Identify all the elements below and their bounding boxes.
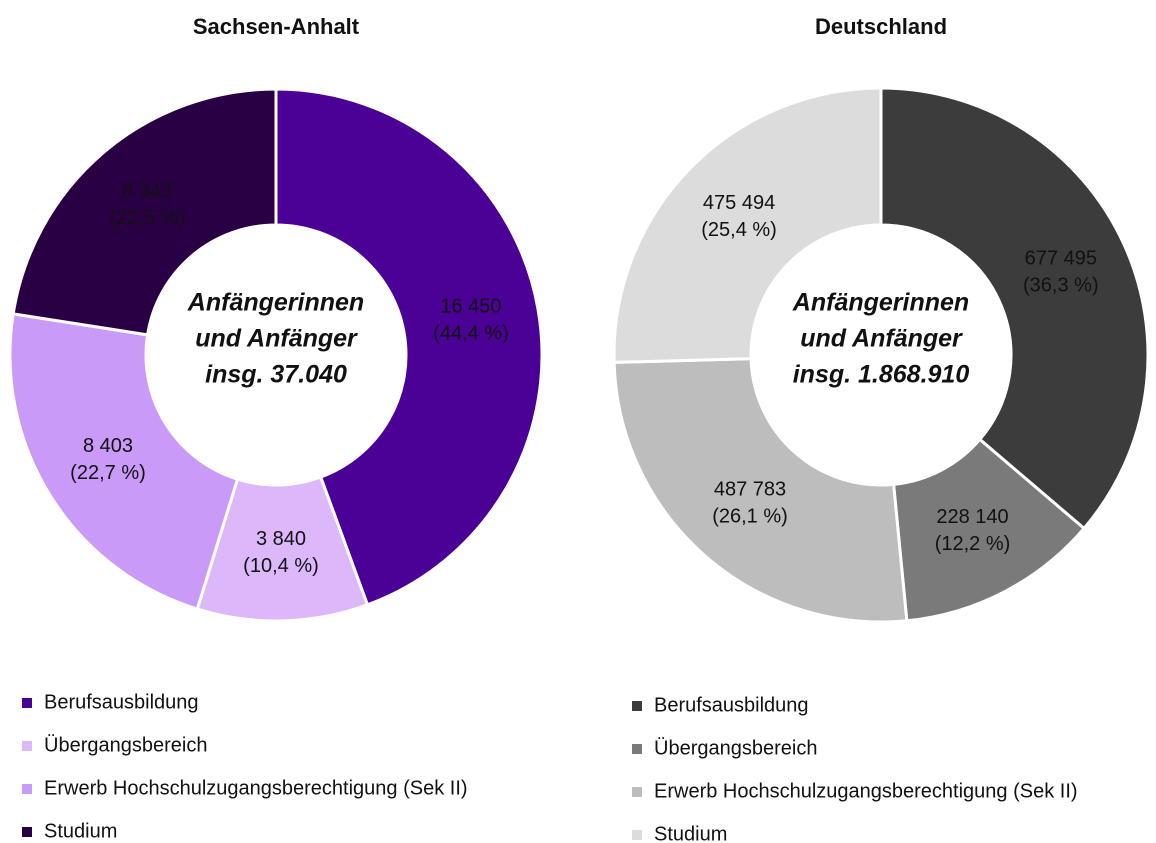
value-label: 487 783 — [714, 479, 786, 501]
donut-segment — [274, 87, 544, 607]
percent-label: (36,3 %) — [1023, 274, 1099, 296]
legend-swatch — [22, 741, 32, 751]
donut-segment — [612, 86, 883, 364]
percent-label: (10,4 %) — [243, 555, 319, 577]
legend-swatch — [632, 830, 642, 840]
value-label: 228 140 — [936, 506, 1008, 528]
legend-label: Übergangsbereich — [44, 734, 207, 756]
legend-label: Erwerb Hochschulzugangsberechtigung (Sek… — [654, 780, 1078, 802]
legend-swatch — [22, 698, 32, 708]
percent-label: (44,4 %) — [433, 323, 509, 345]
donut-segment — [879, 86, 1150, 531]
center-text: und Anfänger — [800, 325, 963, 353]
chart-title: Sachsen-Anhalt — [193, 14, 360, 39]
legend-label: Studium — [654, 823, 727, 843]
value-label: 8 403 — [83, 435, 133, 457]
percent-label: (12,2 %) — [935, 533, 1011, 555]
legend-label: Berufsausbildung — [654, 694, 809, 716]
legend-label: Übergangsbereich — [654, 737, 817, 759]
center-text: insg. 1.868.910 — [793, 361, 970, 389]
legend-swatch — [632, 701, 642, 711]
legend-label: Erwerb Hochschulzugangsberechtigung (Sek… — [44, 777, 468, 799]
legend-label: Berufsausbildung — [44, 691, 199, 713]
donut-segment — [8, 312, 240, 611]
donut-segment — [891, 437, 1087, 623]
legend-swatch — [22, 784, 32, 794]
value-label: 677 495 — [1025, 247, 1097, 269]
legend-swatch — [632, 787, 642, 797]
center-text: insg. 37.040 — [205, 361, 347, 389]
legend-label: Studium — [44, 820, 117, 842]
center-text: Anfängerinnen — [792, 289, 969, 317]
donut-segment — [11, 87, 278, 337]
value-label: 3 840 — [256, 528, 306, 550]
chart-title: Deutschland — [815, 14, 947, 39]
percent-label: (22,7 %) — [70, 462, 146, 484]
percent-label: (25,4 %) — [701, 219, 777, 241]
value-label: 8 343 — [122, 180, 172, 202]
value-label: 475 494 — [703, 192, 775, 214]
legend-swatch — [22, 827, 32, 837]
donut-segment — [612, 357, 909, 624]
percent-label: (22,5 %) — [109, 207, 185, 229]
value-label: 16 450 — [440, 296, 501, 318]
percent-label: (26,1 %) — [712, 506, 788, 528]
center-text: Anfängerinnen — [187, 289, 364, 317]
center-text: und Anfänger — [195, 325, 358, 353]
legend-swatch — [632, 744, 642, 754]
